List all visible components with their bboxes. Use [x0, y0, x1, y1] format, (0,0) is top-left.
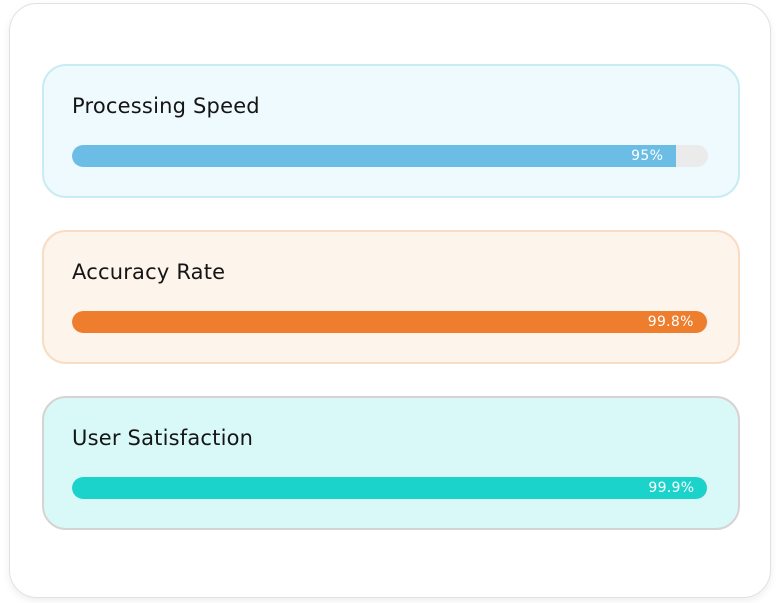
metrics-panel: Processing Speed 95% Accuracy Rate 99.8%… [9, 3, 771, 598]
progress-track: 99.9% [72, 477, 708, 499]
progress-fill: 95% [72, 145, 677, 167]
progress-track: 95% [72, 145, 708, 167]
progress-fill: 99.9% [72, 477, 708, 499]
metric-card-accuracy-rate: Accuracy Rate 99.8% [42, 230, 740, 364]
progress-value-label: 99.9% [648, 480, 695, 496]
metric-card-processing-speed: Processing Speed 95% [42, 64, 740, 198]
progress-value-label: 95% [631, 148, 664, 164]
metric-card-user-satisfaction: User Satisfaction 99.9% [42, 396, 740, 530]
metric-title: User Satisfaction [72, 426, 254, 450]
progress-value-label: 99.8% [647, 314, 694, 330]
metric-title: Processing Speed [72, 94, 260, 118]
progress-track: 99.8% [72, 311, 708, 333]
metric-title: Accuracy Rate [72, 260, 226, 284]
progress-fill: 99.8% [72, 311, 707, 333]
metrics-card-list: Processing Speed 95% Accuracy Rate 99.8%… [42, 64, 740, 530]
